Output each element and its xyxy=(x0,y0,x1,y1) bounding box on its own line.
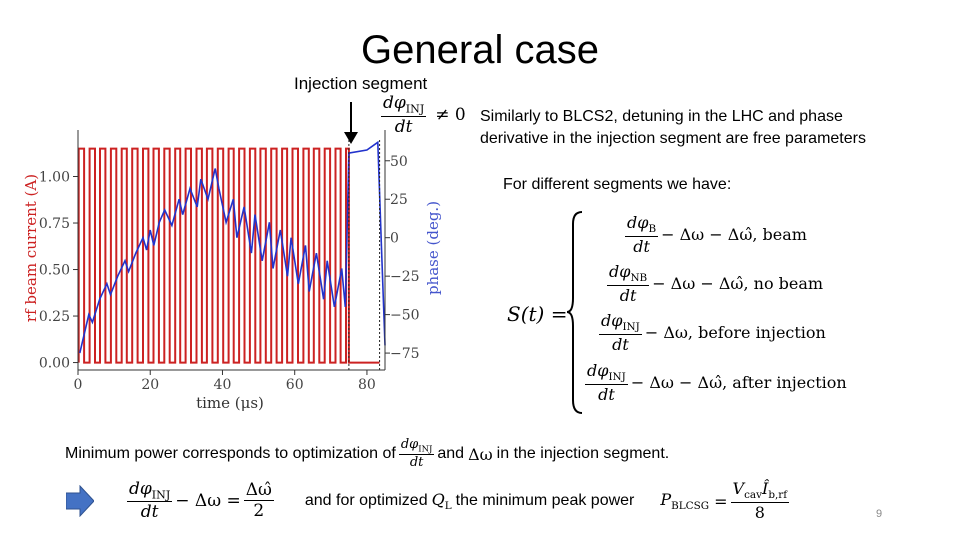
right-arrow-icon xyxy=(66,485,94,517)
x-axis-label: time (μs) xyxy=(196,394,264,412)
y-left-axis-label: rf beam current (A) xyxy=(22,174,40,322)
x-tick-label: 60 xyxy=(286,377,304,393)
slide-title: General case xyxy=(361,28,599,72)
beam-current-phase-chart: 0 20 40 60 80 0.00 0.25 0.50 0.75 1.00 −75 −50 −25 0 2… xyxy=(22,130,442,412)
min-power-suffix: in the injection segment. xyxy=(496,445,670,463)
series-phase-line xyxy=(79,140,386,354)
y-right-tick-label: 0 xyxy=(390,231,399,247)
optimized-suffix: the minimum peak power xyxy=(455,492,635,509)
delta-omega: Δω xyxy=(468,444,493,464)
segments-intro: For different segments we have: xyxy=(503,176,732,193)
loaded-q: QL xyxy=(431,489,452,513)
free-params-line-1: Similarly to BLCS2, detuning in the LHC … xyxy=(480,108,843,125)
x-tick-label: 0 xyxy=(74,377,83,393)
y-left-tick-label: 1.00 xyxy=(39,170,70,186)
y-left-tick-label: 0.50 xyxy=(39,263,70,279)
y-right-tick-label: −75 xyxy=(390,346,420,362)
minimum-power-text: Minimum power corresponds to optimizatio… xyxy=(65,437,670,470)
injection-arrow-icon xyxy=(344,102,358,144)
left-brace-icon xyxy=(566,211,583,414)
y-left-tick-label: 0.25 xyxy=(39,309,70,325)
dphi-inj-fraction: dφINJ dt xyxy=(381,93,427,137)
slide-number: 9 xyxy=(876,508,883,520)
s-of-t-label: S(t) = xyxy=(507,302,568,326)
min-power-prefix: Minimum power corresponds to optimizatio… xyxy=(65,445,396,463)
case-no-beam: dφNB dt − Δω − Δω̂, no beam xyxy=(607,262,824,305)
inj-derivative-nonzero: dφINJ dt ≠ 0 xyxy=(378,94,466,136)
y-right-tick-label: 25 xyxy=(390,192,408,208)
min-peak-power-equation: PBLCSG = VcavÎb,rf 8 xyxy=(660,479,790,523)
x-tick-label: 80 xyxy=(358,377,376,393)
optimized-detuning-equation: dφINJ dt − Δω = Δω̂ 2 xyxy=(127,478,274,523)
x-tick-label: 40 xyxy=(214,377,232,393)
optimized-prefix: and for optimized xyxy=(304,492,428,509)
y-right-tick-label: −50 xyxy=(390,308,420,324)
dphi-inj-fraction: dφINJ dt xyxy=(398,437,435,470)
injection-segment-label: Injection segment xyxy=(294,74,428,93)
y-right-tick-label: −25 xyxy=(390,269,420,285)
min-power-and: and xyxy=(437,445,465,463)
free-params-line-2: derivative in the injection segment are … xyxy=(480,130,866,147)
y-right-axis-label: phase (deg.) xyxy=(424,201,442,295)
y-left-tick-label: 0.00 xyxy=(39,356,70,372)
case-beam: dφB dt − Δω − Δω̂, beam xyxy=(625,213,807,256)
not-equal-zero: ≠ 0 xyxy=(435,105,466,126)
case-after-injection: dφINJ dt − Δω − Δω̂, after injection xyxy=(585,361,847,404)
y-left-tick-label: 0.75 xyxy=(39,216,70,232)
bottom-equation-row: dφINJ dt − Δω = Δω̂ 2 and for optimized QL… xyxy=(66,476,792,526)
free-parameters-text: Similarly to BLCS2, detuning in the LHC … xyxy=(480,106,950,150)
case-before-injection: dφINJ dt − Δω, before injection xyxy=(599,311,826,354)
y-right-tick-label: 50 xyxy=(390,154,408,170)
series-rf-beam-current-line xyxy=(77,147,380,364)
x-tick-label: 20 xyxy=(141,377,159,393)
